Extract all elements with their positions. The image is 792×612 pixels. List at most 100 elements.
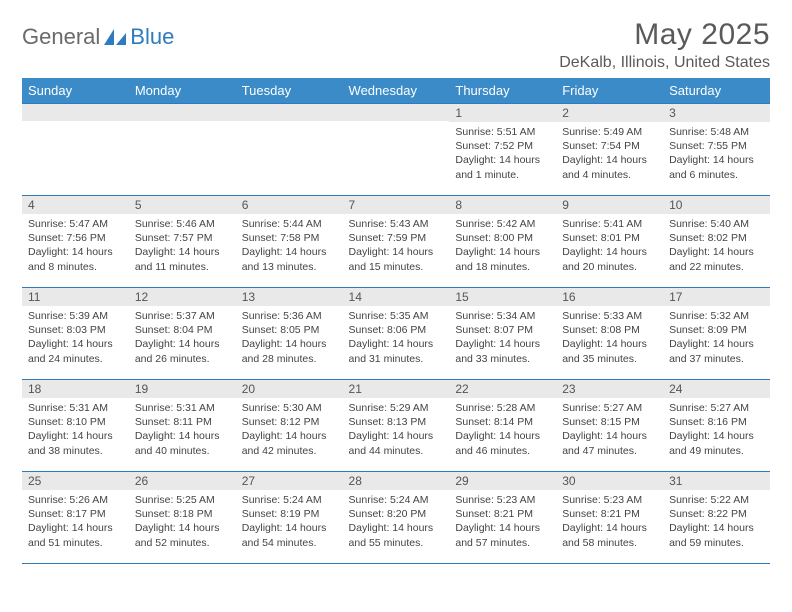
day-body: Sunrise: 5:42 AMSunset: 8:00 PMDaylight:… [449, 214, 556, 278]
daylight-line: Daylight: 14 hours and 52 minutes. [135, 521, 230, 549]
sunset-line: Sunset: 7:59 PM [349, 231, 444, 245]
day-header: Wednesday [343, 78, 450, 104]
daylight-line: Daylight: 14 hours and 13 minutes. [242, 245, 337, 273]
calendar-cell: 12Sunrise: 5:37 AMSunset: 8:04 PMDayligh… [129, 288, 236, 380]
day-body: Sunrise: 5:23 AMSunset: 8:21 PMDaylight:… [556, 490, 663, 554]
day-number: 31 [663, 472, 770, 490]
calendar-page: General Blue May 2025 DeKalb, Illinois, … [0, 0, 792, 612]
sunset-line: Sunset: 8:10 PM [28, 415, 123, 429]
day-number: 13 [236, 288, 343, 306]
sunrise-line: Sunrise: 5:48 AM [669, 125, 764, 139]
sunrise-line: Sunrise: 5:28 AM [455, 401, 550, 415]
brand-logo: General Blue [22, 24, 174, 50]
sunrise-line: Sunrise: 5:33 AM [562, 309, 657, 323]
day-body: Sunrise: 5:48 AMSunset: 7:55 PMDaylight:… [663, 122, 770, 186]
calendar-cell: 30Sunrise: 5:23 AMSunset: 8:21 PMDayligh… [556, 472, 663, 564]
sunrise-line: Sunrise: 5:22 AM [669, 493, 764, 507]
day-body: Sunrise: 5:39 AMSunset: 8:03 PMDaylight:… [22, 306, 129, 370]
day-number: 24 [663, 380, 770, 398]
day-number: 15 [449, 288, 556, 306]
daylight-line: Daylight: 14 hours and 8 minutes. [28, 245, 123, 273]
day-number: 27 [236, 472, 343, 490]
daylight-line: Daylight: 14 hours and 57 minutes. [455, 521, 550, 549]
sunrise-line: Sunrise: 5:36 AM [242, 309, 337, 323]
day-number: 16 [556, 288, 663, 306]
day-header: Friday [556, 78, 663, 104]
daylight-line: Daylight: 14 hours and 58 minutes. [562, 521, 657, 549]
day-number: 5 [129, 196, 236, 214]
calendar-body: 1Sunrise: 5:51 AMSunset: 7:52 PMDaylight… [22, 104, 770, 564]
daylight-line: Daylight: 14 hours and 35 minutes. [562, 337, 657, 365]
sunset-line: Sunset: 8:11 PM [135, 415, 230, 429]
day-body: Sunrise: 5:22 AMSunset: 8:22 PMDaylight:… [663, 490, 770, 554]
calendar-cell: 27Sunrise: 5:24 AMSunset: 8:19 PMDayligh… [236, 472, 343, 564]
calendar-cell: 20Sunrise: 5:30 AMSunset: 8:12 PMDayligh… [236, 380, 343, 472]
day-header: Tuesday [236, 78, 343, 104]
sunset-line: Sunset: 8:14 PM [455, 415, 550, 429]
sail-icon [104, 29, 126, 45]
day-header: Monday [129, 78, 236, 104]
sunset-line: Sunset: 8:18 PM [135, 507, 230, 521]
sunset-line: Sunset: 8:20 PM [349, 507, 444, 521]
sunset-line: Sunset: 7:52 PM [455, 139, 550, 153]
day-body: Sunrise: 5:31 AMSunset: 8:10 PMDaylight:… [22, 398, 129, 462]
day-body [236, 121, 343, 128]
calendar-cell: 13Sunrise: 5:36 AMSunset: 8:05 PMDayligh… [236, 288, 343, 380]
day-body: Sunrise: 5:25 AMSunset: 8:18 PMDaylight:… [129, 490, 236, 554]
daylight-line: Daylight: 14 hours and 33 minutes. [455, 337, 550, 365]
day-body: Sunrise: 5:34 AMSunset: 8:07 PMDaylight:… [449, 306, 556, 370]
calendar-cell: 8Sunrise: 5:42 AMSunset: 8:00 PMDaylight… [449, 196, 556, 288]
day-number: 26 [129, 472, 236, 490]
day-number: 18 [22, 380, 129, 398]
day-number: 4 [22, 196, 129, 214]
day-number: 1 [449, 104, 556, 122]
daylight-line: Daylight: 14 hours and 26 minutes. [135, 337, 230, 365]
day-body: Sunrise: 5:26 AMSunset: 8:17 PMDaylight:… [22, 490, 129, 554]
sunrise-line: Sunrise: 5:49 AM [562, 125, 657, 139]
day-body: Sunrise: 5:27 AMSunset: 8:16 PMDaylight:… [663, 398, 770, 462]
daylight-line: Daylight: 14 hours and 31 minutes. [349, 337, 444, 365]
daylight-line: Daylight: 14 hours and 46 minutes. [455, 429, 550, 457]
calendar-cell: 29Sunrise: 5:23 AMSunset: 8:21 PMDayligh… [449, 472, 556, 564]
day-body: Sunrise: 5:41 AMSunset: 8:01 PMDaylight:… [556, 214, 663, 278]
day-body: Sunrise: 5:27 AMSunset: 8:15 PMDaylight:… [556, 398, 663, 462]
day-body: Sunrise: 5:30 AMSunset: 8:12 PMDaylight:… [236, 398, 343, 462]
daylight-line: Daylight: 14 hours and 37 minutes. [669, 337, 764, 365]
day-body: Sunrise: 5:28 AMSunset: 8:14 PMDaylight:… [449, 398, 556, 462]
sunset-line: Sunset: 8:21 PM [562, 507, 657, 521]
day-number: 6 [236, 196, 343, 214]
calendar-cell: 31Sunrise: 5:22 AMSunset: 8:22 PMDayligh… [663, 472, 770, 564]
sunset-line: Sunset: 7:56 PM [28, 231, 123, 245]
sunrise-line: Sunrise: 5:23 AM [455, 493, 550, 507]
sunrise-line: Sunrise: 5:27 AM [669, 401, 764, 415]
day-body: Sunrise: 5:29 AMSunset: 8:13 PMDaylight:… [343, 398, 450, 462]
daylight-line: Daylight: 14 hours and 59 minutes. [669, 521, 764, 549]
calendar-cell: 14Sunrise: 5:35 AMSunset: 8:06 PMDayligh… [343, 288, 450, 380]
sunset-line: Sunset: 8:06 PM [349, 323, 444, 337]
calendar-cell: 22Sunrise: 5:28 AMSunset: 8:14 PMDayligh… [449, 380, 556, 472]
calendar-cell: 9Sunrise: 5:41 AMSunset: 8:01 PMDaylight… [556, 196, 663, 288]
calendar-cell: 19Sunrise: 5:31 AMSunset: 8:11 PMDayligh… [129, 380, 236, 472]
day-body: Sunrise: 5:37 AMSunset: 8:04 PMDaylight:… [129, 306, 236, 370]
day-body: Sunrise: 5:51 AMSunset: 7:52 PMDaylight:… [449, 122, 556, 186]
day-body: Sunrise: 5:49 AMSunset: 7:54 PMDaylight:… [556, 122, 663, 186]
calendar-cell: 11Sunrise: 5:39 AMSunset: 8:03 PMDayligh… [22, 288, 129, 380]
day-body: Sunrise: 5:24 AMSunset: 8:19 PMDaylight:… [236, 490, 343, 554]
calendar-cell: 25Sunrise: 5:26 AMSunset: 8:17 PMDayligh… [22, 472, 129, 564]
calendar-cell: 26Sunrise: 5:25 AMSunset: 8:18 PMDayligh… [129, 472, 236, 564]
calendar-cell: 21Sunrise: 5:29 AMSunset: 8:13 PMDayligh… [343, 380, 450, 472]
daylight-line: Daylight: 14 hours and 1 minute. [455, 153, 550, 181]
title-block: May 2025 DeKalb, Illinois, United States [559, 18, 770, 72]
sunset-line: Sunset: 8:07 PM [455, 323, 550, 337]
sunrise-line: Sunrise: 5:25 AM [135, 493, 230, 507]
sunrise-line: Sunrise: 5:31 AM [28, 401, 123, 415]
sunrise-line: Sunrise: 5:29 AM [349, 401, 444, 415]
calendar-cell [22, 104, 129, 196]
day-body: Sunrise: 5:40 AMSunset: 8:02 PMDaylight:… [663, 214, 770, 278]
sunrise-line: Sunrise: 5:42 AM [455, 217, 550, 231]
sunrise-line: Sunrise: 5:39 AM [28, 309, 123, 323]
calendar-cell [129, 104, 236, 196]
sunrise-line: Sunrise: 5:32 AM [669, 309, 764, 323]
sunrise-line: Sunrise: 5:30 AM [242, 401, 337, 415]
daylight-line: Daylight: 14 hours and 18 minutes. [455, 245, 550, 273]
